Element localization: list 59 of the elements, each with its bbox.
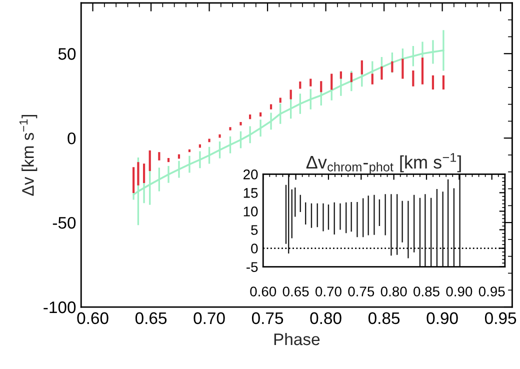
y-tick-label: -5 xyxy=(246,262,258,272)
bar xyxy=(270,104,272,110)
bar xyxy=(350,72,352,82)
bar xyxy=(310,78,312,86)
bar xyxy=(421,58,424,84)
bar xyxy=(330,74,333,90)
bar xyxy=(208,138,210,142)
y-tick-label: 20 xyxy=(244,170,258,180)
x-tick-label: 0.75 xyxy=(252,312,284,324)
bar xyxy=(442,75,445,90)
bar xyxy=(249,114,252,120)
bar xyxy=(412,70,414,86)
bar xyxy=(299,82,302,89)
bar xyxy=(259,112,262,116)
y-axis-title: Δv [km s$^{−1}$] xyxy=(20,114,38,196)
bar xyxy=(132,167,135,193)
y-tick-label: 50 xyxy=(58,48,76,60)
bar xyxy=(360,60,363,74)
bar xyxy=(167,158,170,162)
x-tick-label: 0.95 xyxy=(484,312,516,324)
bar xyxy=(371,74,374,84)
chart-title: Δv$_{chrom}$-$_{phot}$ [km s$^{−1}$] xyxy=(306,153,461,174)
y-tick-label: -100 xyxy=(44,301,76,314)
bar xyxy=(240,122,242,126)
y-tick-label: 10 xyxy=(244,206,258,216)
bar xyxy=(142,164,146,184)
bar xyxy=(279,98,282,103)
x-tick-label: 0.75 xyxy=(348,286,374,296)
y-tick-label: -50 xyxy=(52,216,76,229)
x-tick-label: 0.70 xyxy=(316,286,342,296)
bar xyxy=(340,71,342,79)
bar xyxy=(137,162,140,186)
bar xyxy=(218,134,221,138)
x-tick-label: 0.70 xyxy=(194,312,225,324)
x-tick-label: 0.90 xyxy=(446,286,472,296)
x-tick-label: 0.80 xyxy=(380,286,407,296)
bar xyxy=(402,58,404,79)
x-axis-title: Phase xyxy=(274,332,320,346)
x-tick-label: 0.65 xyxy=(135,312,167,324)
x-tick-label: 0.95 xyxy=(478,286,505,296)
bar xyxy=(432,75,434,90)
bar xyxy=(158,152,160,160)
x-tick-label: 0.80 xyxy=(310,312,342,324)
x-tick-label: 0.60 xyxy=(77,312,108,324)
y-tick-label: 15 xyxy=(244,188,258,198)
bar xyxy=(320,81,322,92)
x-tick-label: 0.65 xyxy=(282,286,309,296)
bar xyxy=(290,90,292,100)
x-tick-label: 0.60 xyxy=(250,286,276,296)
bar xyxy=(391,61,394,72)
x-tick-label: 0.85 xyxy=(414,286,440,296)
bar xyxy=(380,66,383,80)
y-tick-label: 0 xyxy=(251,244,258,254)
y-tick-label: 5 xyxy=(251,225,258,235)
bar xyxy=(229,127,232,130)
bar xyxy=(148,150,151,172)
x-tick-label: 0.85 xyxy=(368,312,400,324)
x-tick-label: 0.90 xyxy=(426,312,458,324)
y-tick-label: 0 xyxy=(68,132,76,144)
